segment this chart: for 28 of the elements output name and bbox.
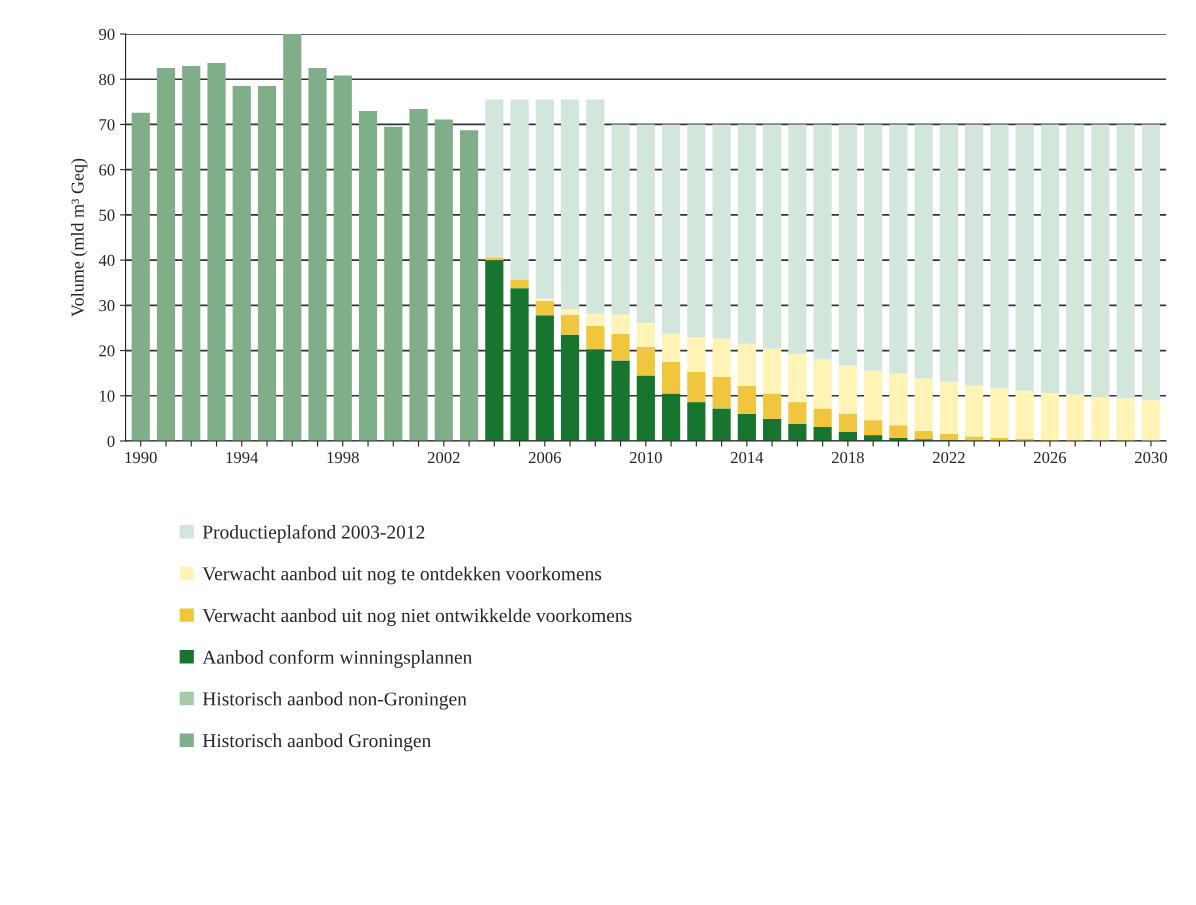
x-tick-label: 2018: [831, 451, 864, 464]
y-tick-label: 40: [98, 254, 115, 267]
x-tick-label: 2022: [932, 451, 965, 464]
y-tick-label: 20: [99, 345, 115, 357]
x-tick-label: 2002: [427, 451, 460, 464]
y-tick-label: 10: [99, 390, 115, 402]
x-tick-label: 2014: [730, 451, 764, 464]
x-tick-label: 1998: [327, 451, 359, 464]
legend-label: Aanbod conform winningsplannen: [202, 649, 473, 668]
x-tick-label: 2030: [1135, 451, 1167, 464]
x-tick-label: 2010: [629, 451, 662, 464]
legend-label: Historisch aanbod Groningen: [202, 733, 431, 752]
x-tick-label: 1990: [125, 451, 157, 464]
legend-label: Verwacht aanbod uit nog te ontdekken voorkomens: [202, 566, 602, 585]
y-tick-label: 50: [99, 209, 115, 221]
legend-label: Productieplafond 2003-2012: [202, 524, 425, 543]
y-axis-title: Volume (mld m³ Geq): [71, 158, 88, 317]
y-tick-label: 90: [99, 28, 115, 40]
x-tick-label: 2026: [1033, 451, 1067, 464]
x-tick-label: 1994: [226, 451, 259, 464]
y-tick-label: 30: [99, 300, 115, 312]
y-tick-label: 80: [99, 73, 115, 86]
x-tick-label: 2006: [528, 451, 561, 464]
y-tick-label: 70: [99, 119, 115, 131]
y-tick-label: 60: [99, 164, 115, 176]
legend-label: Verwacht aanbod uit nog niet ontwikkelde voorkomens: [202, 608, 632, 627]
legend-label: Historisch aanbod non-Groningen: [202, 691, 467, 710]
y-tick-label: 0: [107, 435, 115, 447]
